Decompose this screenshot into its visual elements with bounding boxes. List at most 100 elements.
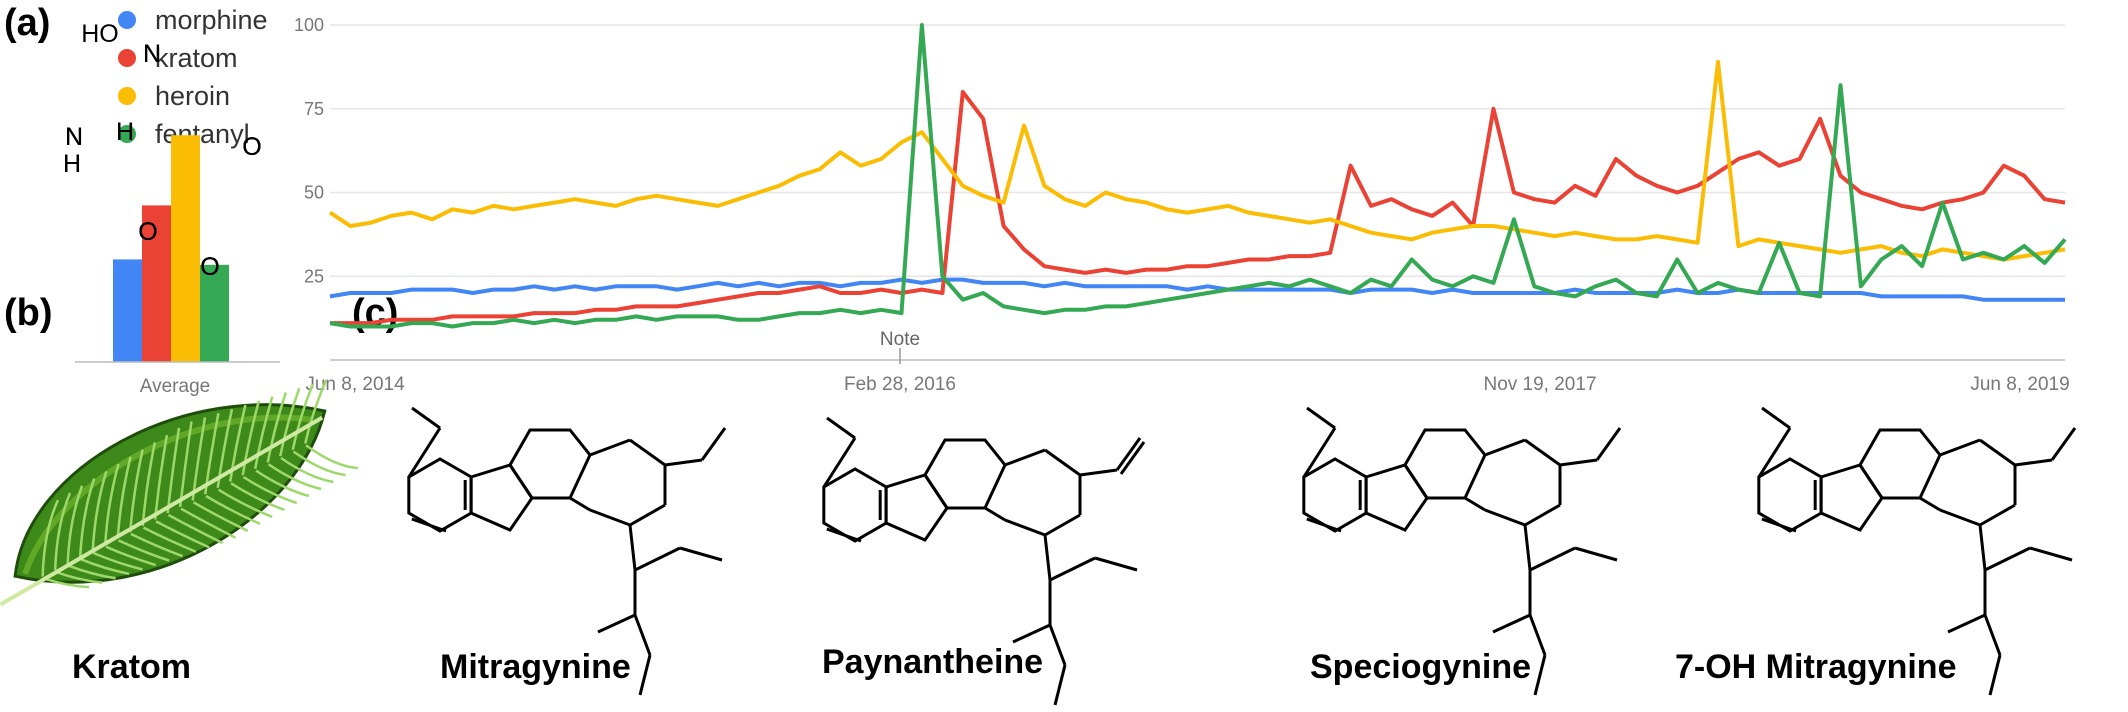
leaf-vein bbox=[66, 485, 84, 564]
atom-label-o: O bbox=[138, 218, 157, 246]
bond bbox=[597, 613, 636, 634]
legend-label-heroin: heroin bbox=[155, 81, 230, 111]
atom-label-n: N bbox=[65, 123, 83, 151]
bond bbox=[1119, 441, 1146, 475]
leaf-vein bbox=[255, 469, 310, 498]
bond bbox=[1053, 664, 1067, 706]
bond bbox=[1524, 438, 1561, 467]
atom-label-o: O bbox=[138, 218, 157, 246]
x-tick-label: Feb 28, 2016 bbox=[844, 374, 956, 395]
bond bbox=[1979, 438, 2016, 467]
leaf-vein bbox=[153, 434, 169, 520]
compound-name-paynantheine: Paynantheine bbox=[822, 643, 1044, 681]
leaf-vein bbox=[128, 449, 144, 533]
atom-label-o: O bbox=[200, 253, 219, 281]
ring-bond bbox=[1364, 463, 1429, 532]
bond bbox=[1115, 437, 1142, 471]
bond bbox=[1464, 496, 1486, 512]
ring-bond bbox=[1819, 463, 1884, 532]
leaf-vein bbox=[92, 551, 143, 571]
ring-bond bbox=[508, 428, 592, 500]
legend-swatch-fentanyl bbox=[118, 125, 136, 143]
bond bbox=[1302, 427, 1337, 478]
leaf-vein bbox=[180, 507, 237, 539]
leaf-vein bbox=[117, 539, 170, 562]
bond bbox=[1947, 613, 1986, 634]
bond bbox=[1983, 614, 2002, 656]
series-line-morphine bbox=[329, 277, 2065, 302]
bond bbox=[1757, 427, 1792, 478]
bond bbox=[1574, 546, 1618, 562]
leaf-vein bbox=[266, 392, 287, 463]
atom-label-o: O bbox=[242, 133, 261, 161]
bond bbox=[984, 506, 1006, 522]
panel-label-b: (b) bbox=[4, 292, 53, 334]
legend-swatch-heroin bbox=[118, 87, 136, 105]
bond bbox=[1306, 406, 1336, 430]
leaf-vein bbox=[78, 478, 96, 558]
atom-label-o: O bbox=[138, 218, 157, 246]
legend-swatch-morphine bbox=[118, 11, 136, 29]
leaf-vein bbox=[291, 383, 314, 451]
bond bbox=[628, 524, 637, 571]
atom-label-h: H bbox=[116, 118, 134, 146]
leaf-vein bbox=[55, 570, 103, 584]
leaf-vein bbox=[292, 450, 346, 477]
bond bbox=[1919, 496, 1941, 512]
bond bbox=[2050, 427, 2077, 461]
atom-label-n: N bbox=[65, 123, 83, 151]
legend-label-fentanyl: fentanyl bbox=[155, 119, 250, 149]
atom-label-n: N bbox=[143, 40, 161, 68]
compound-name-mitragynine: Mitragynine bbox=[440, 648, 631, 686]
molecule bbox=[1757, 406, 2077, 696]
atom-label-o: O bbox=[242, 133, 261, 161]
bond bbox=[1004, 518, 1046, 537]
leaf-vein bbox=[192, 501, 249, 532]
series-line-kratom bbox=[330, 90, 2066, 326]
atom-label-o: O bbox=[242, 133, 261, 161]
leaf-vein bbox=[242, 475, 298, 505]
bond bbox=[629, 503, 666, 527]
compound-name-7oh-mitragynine: 7-OH Mitragynine bbox=[1675, 648, 1957, 686]
atom-label-o: O bbox=[200, 253, 219, 281]
bond bbox=[1984, 546, 2031, 572]
ring-bond bbox=[469, 463, 534, 532]
bond bbox=[411, 517, 447, 533]
bond bbox=[826, 527, 862, 543]
molecule bbox=[407, 406, 727, 696]
leaf-vein bbox=[80, 558, 130, 576]
series-line-heroin bbox=[328, 59, 2066, 262]
bond bbox=[1484, 438, 1526, 457]
legend-label-morphine: morphine bbox=[155, 5, 268, 35]
bond bbox=[1524, 503, 1561, 527]
bond bbox=[569, 496, 591, 512]
leaf-vein bbox=[141, 442, 157, 526]
chart-series bbox=[328, 23, 2067, 329]
bond bbox=[1049, 556, 1096, 582]
atom-label-o: O bbox=[200, 253, 219, 281]
bond bbox=[1044, 448, 1081, 477]
series-line-fentanyl bbox=[329, 23, 2067, 329]
leaf-vein bbox=[241, 400, 261, 476]
atom-label-n: N bbox=[65, 123, 83, 151]
bond bbox=[1979, 503, 2016, 527]
bond bbox=[1492, 613, 1531, 634]
bond bbox=[1529, 546, 1576, 572]
legend-swatch-kratom bbox=[118, 49, 136, 67]
leaf-vein bbox=[142, 526, 197, 553]
leaf-vein bbox=[205, 494, 261, 525]
bond bbox=[1988, 654, 2002, 696]
atom-label-h: H bbox=[63, 150, 81, 178]
atom-label-h: H bbox=[116, 118, 134, 146]
molecule bbox=[1302, 406, 1622, 696]
average-bar-fentanyl bbox=[200, 264, 229, 362]
bond bbox=[2029, 546, 2073, 562]
leaf-vein bbox=[216, 408, 234, 489]
ring-bond bbox=[884, 473, 949, 542]
average-bar-panel: Average bbox=[75, 135, 280, 397]
average-label: Average bbox=[140, 376, 210, 397]
leaf-vein bbox=[228, 404, 247, 482]
atom-label-o: O bbox=[200, 253, 219, 281]
bond bbox=[2014, 458, 2053, 467]
note-label: Note bbox=[880, 329, 920, 350]
